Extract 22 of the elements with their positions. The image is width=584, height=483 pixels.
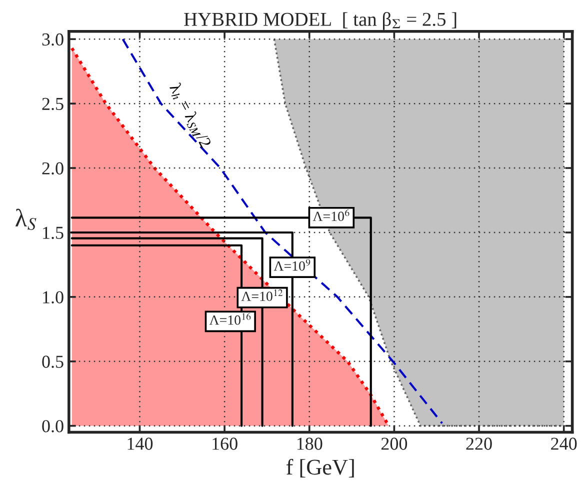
- line-series: [122, 38, 444, 424]
- y-tick-label: 1.5: [43, 226, 64, 240]
- annotation: Λ=10$^{9}$: [274, 259, 310, 271]
- y-tick-label: 2.0: [42, 162, 64, 175]
- annotation: Λ=10$^{12}$: [241, 289, 283, 301]
- y-tick-label: 0.0: [42, 420, 64, 432]
- annotation: λ$_{h}$ = λ$_{SM}$/2: [167, 82, 212, 150]
- annotation: Λ=10$^{6}$: [312, 209, 350, 222]
- x-tick-label: 140: [128, 438, 153, 450]
- chart-title: HYBRID MODEL [ tan β$_{Σ}$ = 2.5 ]: [184, 12, 456, 30]
- x-tick-label: 220: [466, 438, 492, 450]
- x-tick-label: 200: [381, 438, 408, 450]
- x-tick-label: 180: [297, 438, 322, 450]
- y-tick-label: 2.5: [42, 98, 64, 110]
- y-tick-label: 1.0: [43, 291, 64, 304]
- y-tick-label: 0.5: [42, 356, 64, 368]
- annotation: Λ=10$^{16}$: [209, 313, 251, 325]
- x-axis-title: f [GeV]: [286, 458, 354, 478]
- x-tick-label: 160: [212, 438, 238, 450]
- x-tick-label: 240: [551, 438, 577, 450]
- y-tick-label: 3.0: [42, 33, 64, 46]
- y-axis-title: λ$_{S}$: [16, 208, 36, 230]
